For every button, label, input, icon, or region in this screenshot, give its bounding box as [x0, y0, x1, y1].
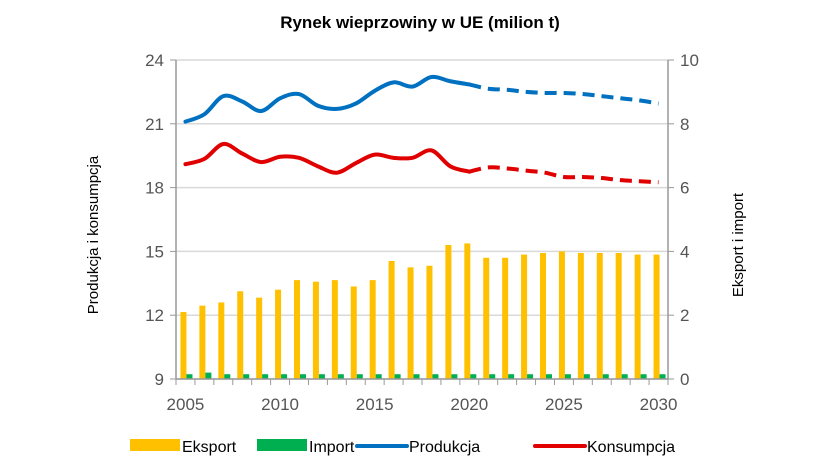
bar-import — [508, 374, 515, 379]
x-tick-label: 2020 — [450, 395, 488, 414]
y-right-tick-label: 10 — [680, 51, 699, 70]
line-produkcja-historical — [183, 74, 472, 124]
bar-import — [432, 374, 439, 379]
x-tick-label: 2010 — [261, 395, 299, 414]
x-tick-label: 2015 — [356, 395, 394, 414]
bar-import — [375, 374, 382, 379]
bar-eksport — [237, 291, 244, 379]
y-axis-left-label: Produkcja i konsumpcja — [85, 155, 102, 314]
x-tick-label: 2030 — [640, 395, 678, 414]
bar-import — [356, 374, 363, 379]
bar-import — [243, 374, 250, 379]
bar-import — [224, 374, 231, 379]
legend-label-import: Import — [309, 439, 355, 456]
bar-eksport — [331, 280, 338, 379]
bar-eksport — [521, 254, 528, 379]
line-konsumpcja-forecast — [468, 165, 659, 185]
bar-import — [337, 374, 344, 379]
y-left-tick-label: 12 — [145, 306, 164, 325]
bar-eksport — [540, 252, 546, 379]
bar-import — [621, 374, 628, 379]
bar-eksport — [294, 280, 300, 379]
bar-eksport — [256, 297, 263, 379]
y-left-tick-label: 15 — [145, 242, 164, 261]
bar-import — [583, 374, 590, 379]
bar-eksport — [199, 305, 206, 379]
bar-import — [470, 374, 477, 379]
bar-import — [640, 374, 647, 379]
bar-eksport — [577, 252, 584, 379]
y-left-tick-label: 9 — [155, 370, 164, 389]
bar-eksport — [653, 254, 660, 379]
bar-eksport — [464, 243, 471, 379]
bar-eksport — [445, 245, 452, 379]
y-right-tick-label: 0 — [680, 370, 689, 389]
bar-import — [489, 374, 496, 379]
x-tick-label: 2005 — [167, 395, 205, 414]
bar-import — [659, 374, 666, 379]
x-tick-label: 2025 — [545, 395, 583, 414]
y-right-tick-label: 6 — [680, 179, 689, 198]
line-konsumpcja-historical — [183, 142, 472, 175]
y-right-tick-label: 4 — [680, 242, 689, 261]
bar-eksport — [502, 257, 509, 379]
bar-eksport — [558, 251, 565, 379]
bar-import — [281, 374, 288, 379]
chart-title: Rynek wieprzowiny w UE (milion t) — [280, 13, 560, 32]
bar-eksport — [312, 281, 319, 379]
bar-import — [527, 374, 534, 379]
bar-import — [602, 374, 609, 379]
legend-swatch-import — [257, 439, 307, 451]
bar-eksport — [275, 289, 282, 379]
bar-import — [300, 374, 306, 379]
bar-import — [451, 374, 458, 379]
bar-eksport — [388, 260, 395, 379]
bar-import — [262, 374, 269, 379]
bar-import — [205, 372, 212, 379]
y-left-tick-label: 24 — [145, 51, 164, 70]
bar-eksport — [369, 280, 376, 379]
y-right-tick-label: 8 — [680, 115, 689, 134]
y-axis-right-label: Eksport i import — [730, 192, 747, 297]
y-left-tick-label: 21 — [145, 115, 164, 134]
bar-eksport — [218, 302, 225, 379]
bar-import — [394, 374, 401, 379]
bar-import — [413, 374, 420, 379]
y-right-tick-label: 2 — [680, 306, 689, 325]
bar-eksport — [596, 252, 603, 379]
bar-eksport — [180, 312, 187, 379]
bar-eksport — [407, 267, 414, 379]
bar-import — [318, 374, 325, 379]
legend-swatch-eksport — [130, 439, 180, 451]
bar-eksport — [426, 265, 433, 379]
legend-label-produkcja: Produkcja — [409, 439, 480, 456]
line-produkcja-forecast — [468, 82, 659, 106]
y-left-tick-label: 18 — [145, 179, 164, 198]
bar-eksport — [350, 286, 357, 379]
bar-eksport — [483, 257, 490, 379]
bar-eksport — [615, 252, 622, 379]
bar-import — [564, 374, 571, 379]
bar-eksport — [634, 254, 641, 379]
legend-label-konsumpcja: Konsumpcja — [587, 439, 675, 456]
legend-label-eksport: Eksport — [182, 439, 237, 456]
bar-import — [546, 374, 552, 379]
bar-import — [186, 374, 193, 379]
